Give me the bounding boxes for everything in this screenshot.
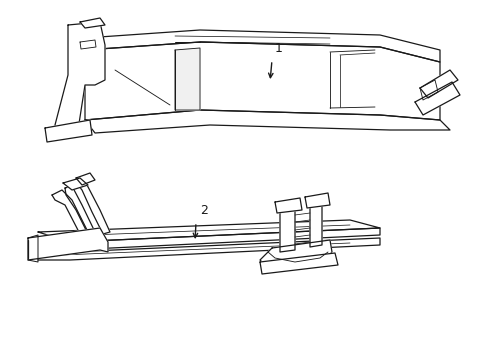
- Polygon shape: [76, 173, 95, 185]
- Polygon shape: [38, 220, 379, 242]
- Polygon shape: [63, 178, 88, 190]
- Polygon shape: [305, 193, 329, 208]
- Polygon shape: [260, 240, 331, 268]
- Text: 2: 2: [200, 204, 207, 217]
- Polygon shape: [28, 228, 108, 260]
- Polygon shape: [414, 82, 459, 115]
- Polygon shape: [280, 208, 294, 252]
- Polygon shape: [85, 30, 439, 62]
- Polygon shape: [80, 18, 105, 28]
- Polygon shape: [419, 70, 457, 98]
- Polygon shape: [309, 204, 321, 247]
- Polygon shape: [260, 253, 337, 274]
- Polygon shape: [274, 198, 302, 213]
- Polygon shape: [38, 228, 379, 250]
- Polygon shape: [65, 186, 95, 234]
- Polygon shape: [52, 190, 88, 234]
- Polygon shape: [85, 42, 439, 120]
- Polygon shape: [175, 48, 200, 110]
- Text: 1: 1: [274, 42, 282, 55]
- Polygon shape: [38, 238, 379, 260]
- Polygon shape: [45, 120, 92, 142]
- Polygon shape: [78, 183, 110, 234]
- Polygon shape: [55, 22, 105, 135]
- Polygon shape: [85, 110, 449, 133]
